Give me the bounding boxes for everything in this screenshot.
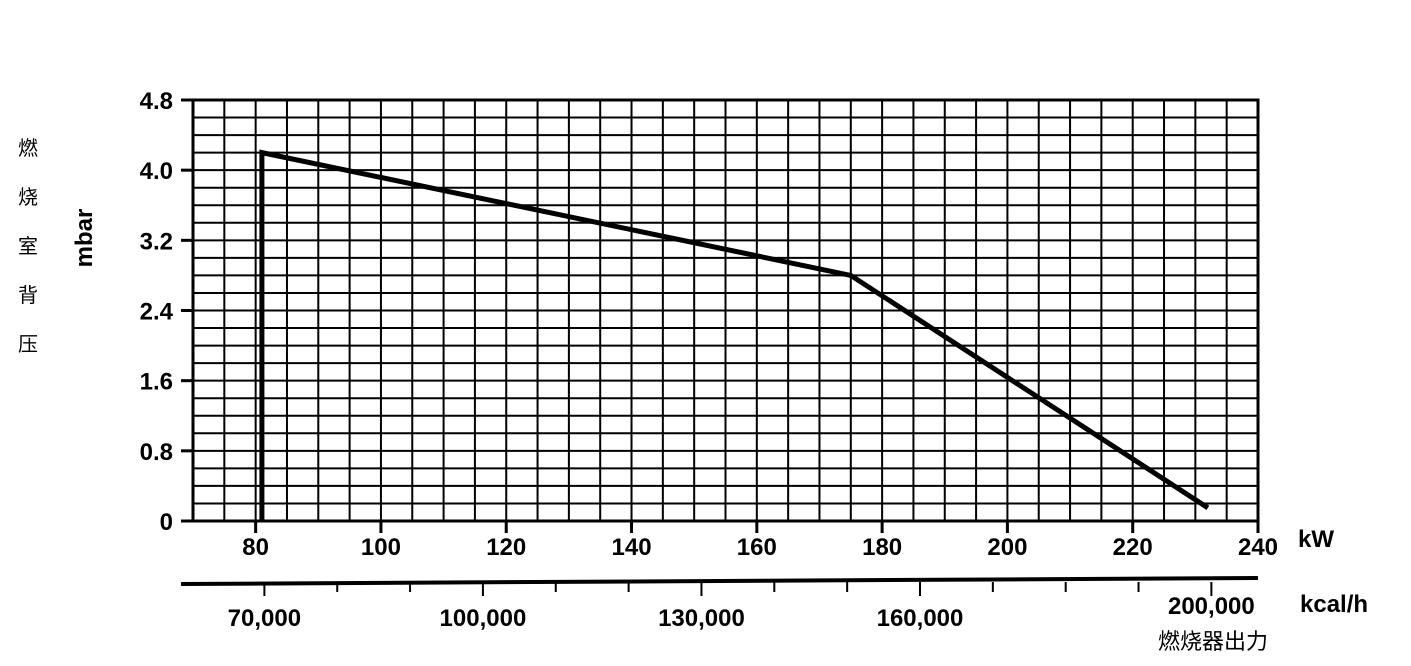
y-tick-label: 0 xyxy=(160,509,173,536)
x-tick-label: 100 xyxy=(361,534,401,561)
y-axis-label-char: 燃 xyxy=(18,136,38,160)
x-tick-label: 220 xyxy=(1113,534,1153,561)
x-tick-label: 160 xyxy=(737,534,777,561)
series-line xyxy=(259,149,1210,521)
secondary-tick-label: 200,000 xyxy=(1168,593,1255,620)
y-tick-label: 4.8 xyxy=(140,88,173,115)
x-tick-label: 240 xyxy=(1238,534,1278,561)
x-tick-label: 140 xyxy=(612,534,652,561)
y-axis-label-char: 烧 xyxy=(18,185,38,209)
secondary-tick-label: 100,000 xyxy=(440,605,527,632)
y-tick-label: 1.6 xyxy=(140,369,173,396)
x-tick-label: 180 xyxy=(862,534,902,561)
y-axis-label-char: 室 xyxy=(18,234,38,258)
secondary-x-axis: 70,000 100,000 130,000 160,000 200,000 xyxy=(180,576,1259,632)
y-axis-unit: mbar xyxy=(71,209,98,268)
grid xyxy=(193,100,1258,521)
secondary-axis-line xyxy=(180,576,1259,586)
y-tick-label: 4.0 xyxy=(140,158,173,185)
y-tick-label: 3.2 xyxy=(140,228,173,255)
series xyxy=(259,149,1210,521)
x-tick-label: 200 xyxy=(987,534,1027,561)
x-axis-label: 燃烧器出力 xyxy=(1158,630,1269,655)
secondary-x-axis-unit: kcal/h xyxy=(1300,591,1368,618)
y-tick-label: 2.4 xyxy=(140,299,174,326)
secondary-tick-label: 70,000 xyxy=(228,605,301,632)
y-axis-ticks: 0 0.8 1.6 2.4 3.2 4.0 4.8 xyxy=(140,88,193,536)
y-axis-label: 燃烧室背压 xyxy=(14,124,42,369)
x-axis-unit: kW xyxy=(1298,526,1334,553)
x-tick-label: 120 xyxy=(486,534,526,561)
y-axis-label-char: 背 xyxy=(18,283,38,307)
y-tick-label: 0.8 xyxy=(140,439,173,466)
y-axis-label-char: 压 xyxy=(18,332,38,356)
secondary-tick-label: 160,000 xyxy=(877,605,964,632)
secondary-tick-label: 130,000 xyxy=(658,605,745,632)
x-tick-label: 80 xyxy=(242,534,269,561)
x-axis-ticks: 80 100 120 140 160 180 200 220 240 xyxy=(242,521,1278,561)
